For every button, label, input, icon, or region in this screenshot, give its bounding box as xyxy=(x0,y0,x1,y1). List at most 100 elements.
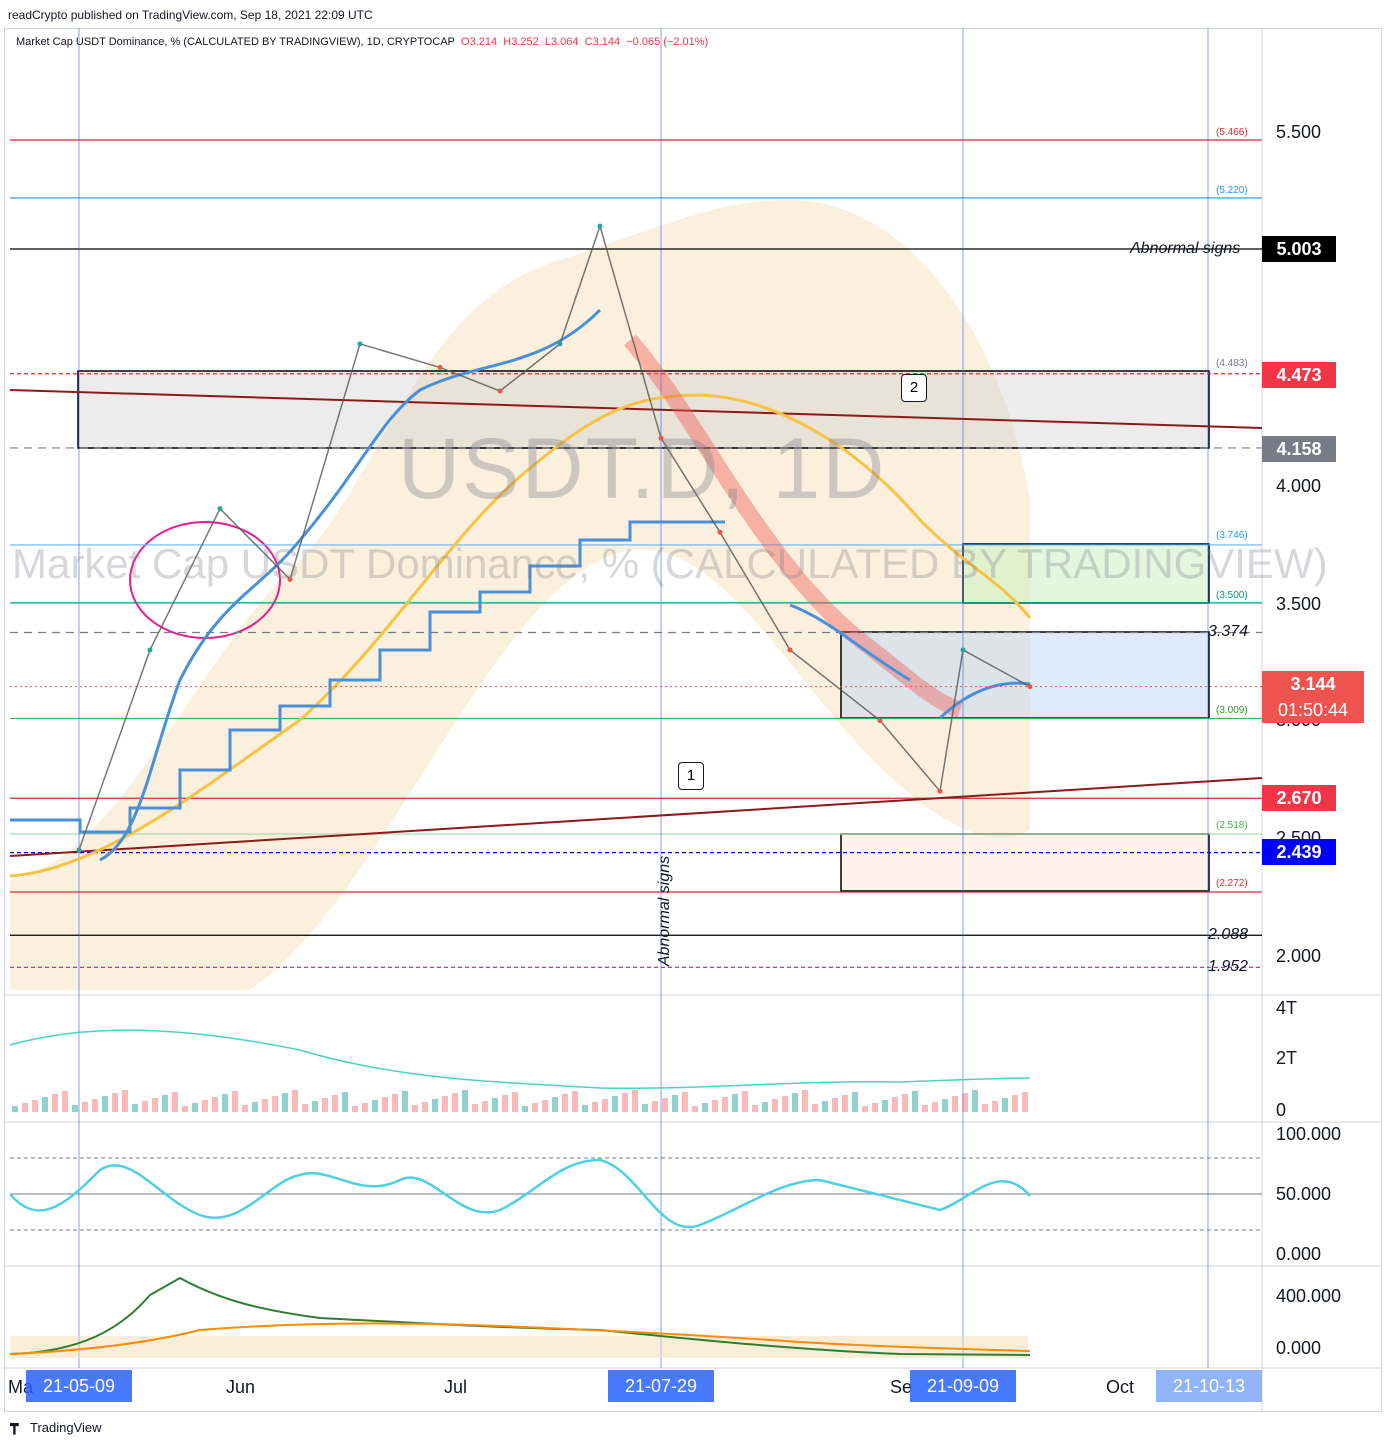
volume-bar xyxy=(732,1094,738,1112)
price-point xyxy=(960,647,966,653)
price-point xyxy=(717,529,723,535)
volume-bar xyxy=(142,1101,148,1112)
volume-bar xyxy=(22,1103,28,1112)
volume-bar xyxy=(42,1097,48,1112)
volume-bar xyxy=(872,1103,878,1112)
volume-bar xyxy=(542,1100,548,1112)
volume-bar xyxy=(82,1102,88,1112)
volume-bar xyxy=(642,1104,648,1112)
price-point xyxy=(557,341,563,347)
callout-2[interactable]: 2 xyxy=(901,374,927,402)
volume-bar xyxy=(172,1092,178,1112)
volume-bar xyxy=(1022,1092,1028,1112)
volume-bar xyxy=(492,1098,498,1112)
volume-bar xyxy=(892,1097,898,1112)
level-4483: (4.483) xyxy=(1216,358,1248,369)
level-3009: (3.009) xyxy=(1216,705,1248,716)
volume-bar xyxy=(982,1104,988,1112)
volume-bar xyxy=(462,1090,468,1112)
price-label-4473: 4.473 xyxy=(1262,362,1336,388)
volume-bar xyxy=(252,1102,258,1112)
tradingview-logo-icon xyxy=(10,1422,19,1435)
lower-trendline xyxy=(9,777,1263,857)
volume-bar xyxy=(682,1092,688,1112)
level-2088: 2.088 xyxy=(1208,926,1249,943)
symbol-watermark: USDT.D, 1D xyxy=(398,421,887,517)
ohlc-low: L3.064 xyxy=(544,36,579,48)
price-point xyxy=(147,647,153,653)
month-sep: Se xyxy=(890,1377,913,1397)
price-point xyxy=(76,847,82,853)
last-price-label: 3.144 01:50:44 xyxy=(1262,671,1364,723)
volume-bar xyxy=(1012,1095,1018,1112)
volume-bar xyxy=(452,1093,458,1112)
volume-ma-line xyxy=(9,1029,1031,1090)
volume-bar xyxy=(12,1106,18,1112)
volume-bar xyxy=(292,1090,298,1112)
volume-bar xyxy=(912,1091,918,1112)
volume-bar xyxy=(952,1096,958,1112)
month-jun: Jun xyxy=(226,1377,256,1397)
volume-bar xyxy=(792,1093,798,1112)
price-point xyxy=(787,647,793,653)
down-trend-band xyxy=(623,334,963,718)
volume-bar xyxy=(362,1103,368,1112)
price-tick-3500: 3.500 xyxy=(1276,594,1322,614)
ohlc-close: C3.144 xyxy=(584,36,621,48)
volume-bar xyxy=(602,1099,608,1112)
price-point xyxy=(937,788,943,794)
chart-header: Market Cap USDT Dominance, % (CALCULATED… xyxy=(16,36,708,48)
volume-bar xyxy=(62,1091,68,1112)
volume-bar xyxy=(352,1106,358,1112)
volume-bar xyxy=(662,1098,668,1112)
level-1952: 1.952 xyxy=(1208,958,1249,975)
symbol-title[interactable]: Market Cap USDT Dominance, % (CALCULATED… xyxy=(16,36,455,48)
volume-bar xyxy=(752,1105,758,1112)
level-5466: (5.466) xyxy=(1216,127,1248,138)
volume-bar xyxy=(132,1104,138,1112)
volume-bar xyxy=(522,1106,528,1112)
volume-bar xyxy=(702,1103,708,1112)
price-label-4158: 4.158 xyxy=(1262,436,1336,462)
volume-bar xyxy=(862,1106,868,1112)
volume-bar xyxy=(832,1098,838,1112)
volume-bar xyxy=(272,1096,278,1112)
callout-1[interactable]: 1 xyxy=(678,762,704,790)
price-point xyxy=(597,223,603,229)
date-label-0729: 21-07-29 xyxy=(608,1370,714,1402)
volume-bar xyxy=(192,1103,198,1112)
volume-bar xyxy=(152,1098,158,1112)
volume-bar xyxy=(262,1099,268,1112)
ohlc-high: H3.252 xyxy=(503,36,539,48)
volume-bar xyxy=(822,1101,828,1112)
vol-tick-0: 0 xyxy=(1276,1100,1287,1120)
last-price-value: 3.144 xyxy=(1290,674,1336,694)
volume-bar xyxy=(572,1091,578,1112)
bottom-tick-0: 0.000 xyxy=(1276,1338,1322,1358)
volume-bar xyxy=(322,1098,328,1112)
osc-tick-100: 100.000 xyxy=(1276,1124,1342,1144)
green-zone-box xyxy=(962,543,1210,604)
volume-bar xyxy=(942,1099,948,1112)
abnormal-signs-label: Abnormal signs xyxy=(1130,240,1241,257)
footer-brand[interactable]: TradingView xyxy=(10,1420,102,1435)
volume-bar xyxy=(482,1101,488,1112)
volume-bar xyxy=(72,1105,78,1112)
month-jul: Jul xyxy=(444,1377,468,1397)
volume-bar xyxy=(32,1100,38,1112)
volume-bar xyxy=(182,1106,188,1112)
volume-bar xyxy=(92,1099,98,1112)
price-point xyxy=(437,364,443,370)
volume-bar xyxy=(412,1105,418,1112)
price-point xyxy=(658,435,664,441)
volume-bar xyxy=(972,1090,978,1112)
blue-ma-tail xyxy=(789,603,1031,720)
price-point xyxy=(877,718,883,724)
price-tick-4000: 4.000 xyxy=(1276,476,1322,496)
level-2518: (2.518) xyxy=(1216,820,1248,831)
bar-countdown: 01:50:44 xyxy=(1277,700,1349,720)
volume-bar xyxy=(302,1104,308,1112)
price-label-2439: 2.439 xyxy=(1262,839,1336,865)
volume-bar xyxy=(332,1095,338,1112)
